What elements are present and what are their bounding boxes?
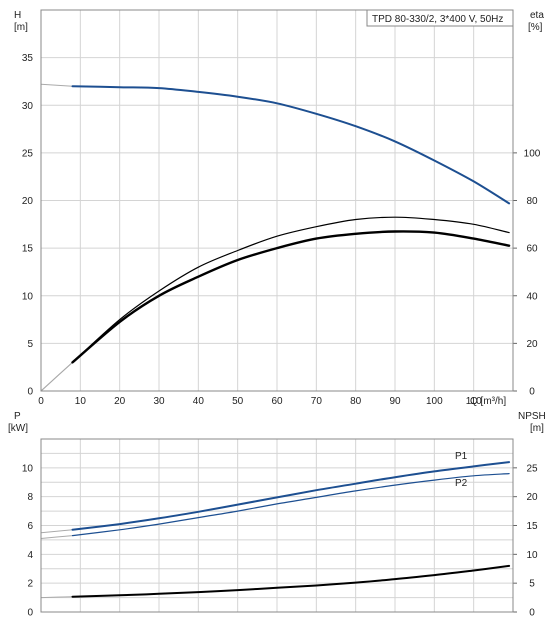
x-tick-label: 10 xyxy=(75,396,87,407)
bottom-series-0-line xyxy=(71,461,511,531)
x-tick-label: 50 xyxy=(232,396,244,407)
top-left-tick-label: 15 xyxy=(22,244,34,255)
bottom-series-1-extension xyxy=(40,535,73,539)
bottom-right-axis-title: NPSH xyxy=(518,411,546,422)
bottom-plot-frame xyxy=(40,438,514,613)
x-tick-label: 80 xyxy=(350,396,362,407)
top-right-tick-label: 20 xyxy=(526,339,538,350)
bottom-left-tick-label: 6 xyxy=(27,521,33,532)
bottom-right-tick-label: 10 xyxy=(526,550,538,561)
x-tick-label: 0 xyxy=(38,396,44,407)
bottom-left-tick-label: 2 xyxy=(27,579,33,590)
chart-title: TPD 80-330/2, 3*400 V, 50Hz xyxy=(372,14,503,25)
top-right-tick-label: 40 xyxy=(526,291,538,302)
top-left-tick-label: 35 xyxy=(22,53,34,64)
top-plot-frame xyxy=(40,9,514,392)
title-box xyxy=(366,9,514,27)
bottom-left-tick-label: 4 xyxy=(27,550,33,561)
x-tick-label: 20 xyxy=(114,396,126,407)
bottom-right-tick-label: 0 xyxy=(529,608,535,619)
x-tick-label: 90 xyxy=(389,396,401,407)
bottom-series-2-line xyxy=(71,564,511,598)
chart-top: 0 5 10 15 20 25 30 35 0 20 40 60 80 100 0 10 20 30 40 50 6… xyxy=(14,9,544,407)
bottom-right-ticks: 0 5 10 15 20 25 xyxy=(513,463,538,619)
top-series xyxy=(40,83,511,392)
bottom-right-tick-label: 20 xyxy=(526,492,538,503)
x-tick-label: 30 xyxy=(153,396,165,407)
top-left-tick-label: 25 xyxy=(22,148,34,159)
bottom-series-1-line xyxy=(71,473,510,537)
bottom-series-0-extension xyxy=(40,529,73,534)
legend-p2: P2 xyxy=(455,478,468,489)
top-left-ticks: 0 5 10 15 20 25 30 35 xyxy=(22,53,34,397)
x-tick-label: 70 xyxy=(311,396,323,407)
top-left-tick-label: 0 xyxy=(27,387,33,398)
top-series-2-line xyxy=(71,230,511,364)
x-tick-label: 110 xyxy=(466,396,482,407)
bottom-left-axis-title: P xyxy=(14,411,21,422)
top-left-tick-label: 30 xyxy=(22,101,34,112)
top-series-0-line xyxy=(71,85,511,205)
x-axis-label: Q [m³/h] xyxy=(470,396,506,407)
bottom-right-tick-label: 25 xyxy=(526,463,538,474)
x-tick-label: 60 xyxy=(271,396,283,407)
bottom-left-axis-unit: [kW] xyxy=(8,423,28,434)
top-left-tick-label: 5 xyxy=(27,339,33,350)
top-right-axis-title: eta xyxy=(530,10,544,21)
top-left-tick-label: 20 xyxy=(22,196,34,207)
bottom-left-ticks: 0 2 4 6 8 10 xyxy=(22,463,34,618)
bottom-right-axis-unit: [m] xyxy=(530,423,544,434)
top-right-tick-label: 80 xyxy=(526,196,538,207)
chart-bottom: 0 2 4 6 8 10 0 5 10 15 20 25 P [kW] NPSH [m] P1 P2 xyxy=(8,411,546,619)
top-grid xyxy=(40,9,514,392)
bottom-left-tick-label: 0 xyxy=(27,608,33,619)
top-right-tick-label: 100 xyxy=(524,148,541,159)
bottom-series-2-extension xyxy=(40,596,73,599)
top-right-tick-label: 60 xyxy=(526,244,538,255)
top-series-0-extension xyxy=(40,83,73,87)
x-tick-label: 100 xyxy=(426,396,443,407)
bottom-right-tick-label: 15 xyxy=(526,521,538,532)
bottom-right-tick-label: 5 xyxy=(529,579,535,590)
top-series-1-line xyxy=(71,216,510,363)
top-right-tick-label: 0 xyxy=(529,387,535,398)
x-tick-label: 40 xyxy=(193,396,205,407)
top-left-tick-label: 10 xyxy=(22,291,34,302)
top-right-ticks: 0 20 40 60 80 100 xyxy=(513,148,541,398)
top-series-2-extension xyxy=(40,362,73,392)
top-right-axis-unit: [%] xyxy=(528,22,543,33)
legend-p1: P1 xyxy=(455,451,468,462)
bottom-left-tick-label: 8 xyxy=(27,492,33,503)
bottom-series xyxy=(40,461,511,599)
bottom-left-tick-label: 10 xyxy=(22,463,34,474)
top-x-ticks: 0 10 20 30 40 50 60 70 80 90 100 110 xyxy=(38,396,482,407)
top-left-axis-title: H xyxy=(14,10,21,21)
top-left-axis-unit: [m] xyxy=(14,22,28,33)
